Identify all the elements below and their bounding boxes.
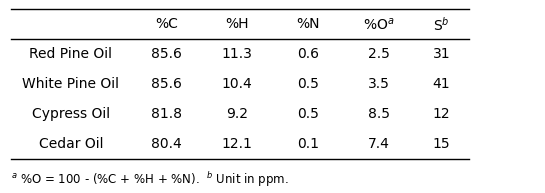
Text: 0.1: 0.1 <box>297 137 319 151</box>
Text: 85.6: 85.6 <box>151 47 181 61</box>
Text: %O$^a$: %O$^a$ <box>363 16 395 32</box>
Text: Cedar Oil: Cedar Oil <box>39 137 103 151</box>
Text: $^{a}$ %O = 100 - (%C + %H + %N).  $^{b}$ Unit in ppm.: $^{a}$ %O = 100 - (%C + %H + %N). $^{b}$… <box>11 170 289 189</box>
Text: 7.4: 7.4 <box>368 137 390 151</box>
Text: %N: %N <box>296 17 320 31</box>
Text: 11.3: 11.3 <box>222 47 252 61</box>
Text: Red Pine Oil: Red Pine Oil <box>29 47 112 61</box>
Text: %H: %H <box>225 17 249 31</box>
Text: 9.2: 9.2 <box>226 107 248 121</box>
Text: 8.5: 8.5 <box>368 107 390 121</box>
Text: Cypress Oil: Cypress Oil <box>32 107 110 121</box>
Text: 15: 15 <box>433 137 450 151</box>
Text: 81.8: 81.8 <box>151 107 181 121</box>
Text: S$^b$: S$^b$ <box>433 15 450 33</box>
Text: 12: 12 <box>433 107 450 121</box>
Text: 41: 41 <box>433 77 450 91</box>
Text: 3.5: 3.5 <box>368 77 390 91</box>
Text: 85.6: 85.6 <box>151 77 181 91</box>
Text: 10.4: 10.4 <box>222 77 252 91</box>
Text: White Pine Oil: White Pine Oil <box>22 77 119 91</box>
Text: 12.1: 12.1 <box>222 137 252 151</box>
Text: 0.6: 0.6 <box>297 47 319 61</box>
Text: 31: 31 <box>433 47 450 61</box>
Text: 2.5: 2.5 <box>368 47 390 61</box>
Text: %C: %C <box>155 17 178 31</box>
Text: 0.5: 0.5 <box>297 107 319 121</box>
Text: 0.5: 0.5 <box>297 77 319 91</box>
Text: 80.4: 80.4 <box>151 137 181 151</box>
